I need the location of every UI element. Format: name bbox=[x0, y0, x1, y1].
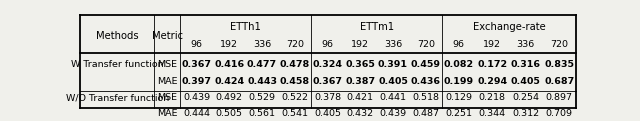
Text: 0.405: 0.405 bbox=[511, 77, 541, 86]
Text: 0.709: 0.709 bbox=[546, 109, 573, 118]
Text: 0.405: 0.405 bbox=[314, 109, 341, 118]
Text: 336: 336 bbox=[253, 40, 271, 49]
Text: 0.387: 0.387 bbox=[345, 77, 375, 86]
Text: 192: 192 bbox=[483, 40, 501, 49]
Text: 0.835: 0.835 bbox=[544, 60, 574, 69]
Text: 0.082: 0.082 bbox=[444, 60, 474, 69]
Text: 0.458: 0.458 bbox=[280, 77, 310, 86]
Text: 192: 192 bbox=[351, 40, 369, 49]
Text: 0.518: 0.518 bbox=[412, 93, 439, 102]
Text: 0.172: 0.172 bbox=[477, 60, 508, 69]
Text: 0.397: 0.397 bbox=[182, 77, 212, 86]
Text: Methods: Methods bbox=[96, 31, 138, 41]
Text: MAE: MAE bbox=[157, 109, 177, 118]
Text: MAE: MAE bbox=[157, 77, 177, 86]
Text: 0.424: 0.424 bbox=[214, 77, 244, 86]
Text: 336: 336 bbox=[516, 40, 535, 49]
Text: 0.199: 0.199 bbox=[444, 77, 474, 86]
Text: 0.687: 0.687 bbox=[544, 77, 574, 86]
Text: 0.522: 0.522 bbox=[281, 93, 308, 102]
Text: 720: 720 bbox=[550, 40, 568, 49]
Text: 0.254: 0.254 bbox=[512, 93, 540, 102]
Text: 0.391: 0.391 bbox=[378, 60, 408, 69]
Text: 0.218: 0.218 bbox=[479, 93, 506, 102]
Text: 0.378: 0.378 bbox=[314, 93, 341, 102]
Text: 0.344: 0.344 bbox=[479, 109, 506, 118]
Text: 0.294: 0.294 bbox=[477, 77, 508, 86]
Text: Metric: Metric bbox=[152, 31, 183, 41]
Text: 0.416: 0.416 bbox=[214, 60, 244, 69]
Text: 0.432: 0.432 bbox=[347, 109, 374, 118]
Text: 0.367: 0.367 bbox=[312, 77, 342, 86]
Text: 0.439: 0.439 bbox=[380, 109, 406, 118]
Text: 720: 720 bbox=[417, 40, 435, 49]
Text: 0.561: 0.561 bbox=[248, 109, 276, 118]
Text: ETTm1: ETTm1 bbox=[360, 22, 394, 32]
Text: 0.367: 0.367 bbox=[182, 60, 212, 69]
Text: 0.251: 0.251 bbox=[445, 109, 472, 118]
Text: 0.459: 0.459 bbox=[411, 60, 441, 69]
Text: 0.129: 0.129 bbox=[445, 93, 472, 102]
Text: 0.439: 0.439 bbox=[183, 93, 210, 102]
Text: 0.312: 0.312 bbox=[512, 109, 540, 118]
Text: 0.477: 0.477 bbox=[247, 60, 277, 69]
Text: 0.441: 0.441 bbox=[380, 93, 406, 102]
Text: 0.316: 0.316 bbox=[511, 60, 541, 69]
Text: 96: 96 bbox=[321, 40, 333, 49]
Text: 0.421: 0.421 bbox=[347, 93, 374, 102]
Text: 0.405: 0.405 bbox=[378, 77, 408, 86]
Text: 720: 720 bbox=[286, 40, 304, 49]
Text: 0.897: 0.897 bbox=[546, 93, 573, 102]
Text: 0.487: 0.487 bbox=[412, 109, 439, 118]
Text: 0.365: 0.365 bbox=[346, 60, 375, 69]
Text: MSE: MSE bbox=[157, 93, 177, 102]
Text: 0.324: 0.324 bbox=[312, 60, 342, 69]
Text: 0.443: 0.443 bbox=[247, 77, 277, 86]
Text: 0.444: 0.444 bbox=[183, 109, 210, 118]
Text: W Transfer function: W Transfer function bbox=[71, 60, 163, 69]
Text: 0.505: 0.505 bbox=[216, 109, 243, 118]
Text: W/O Transfer function: W/O Transfer function bbox=[65, 93, 169, 102]
Text: 192: 192 bbox=[220, 40, 238, 49]
Text: 336: 336 bbox=[384, 40, 402, 49]
Text: 0.541: 0.541 bbox=[281, 109, 308, 118]
Text: 96: 96 bbox=[191, 40, 202, 49]
Text: ETTh1: ETTh1 bbox=[230, 22, 261, 32]
Text: 0.478: 0.478 bbox=[280, 60, 310, 69]
Text: MSE: MSE bbox=[157, 60, 177, 69]
Text: Exchange-rate: Exchange-rate bbox=[473, 22, 545, 32]
Text: 0.436: 0.436 bbox=[411, 77, 441, 86]
Text: 0.492: 0.492 bbox=[216, 93, 243, 102]
Text: 0.529: 0.529 bbox=[248, 93, 276, 102]
Text: 96: 96 bbox=[453, 40, 465, 49]
